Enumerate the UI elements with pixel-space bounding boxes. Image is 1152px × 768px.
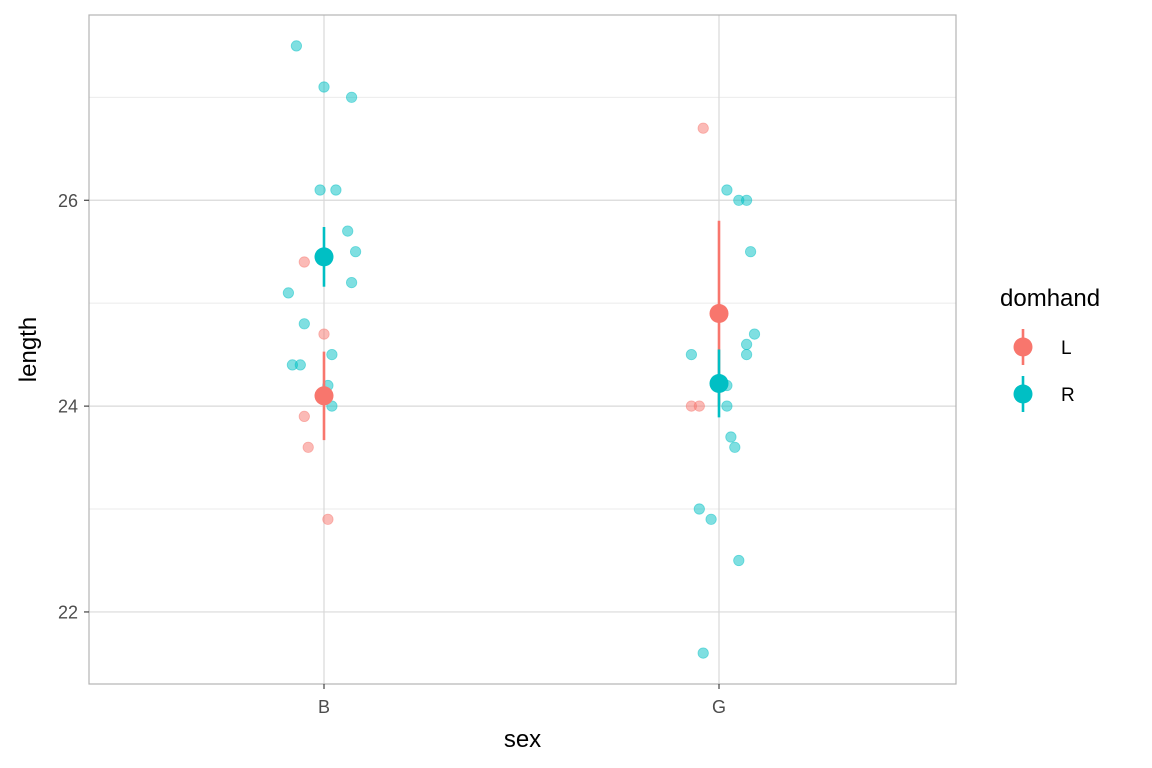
- y-axis-title: length: [15, 317, 42, 382]
- x-tick-label: B: [318, 697, 330, 717]
- data-point-R: [685, 348, 698, 361]
- data-point-R: [744, 246, 757, 258]
- data-point-L: [693, 400, 705, 412]
- data-point-R: [345, 276, 358, 289]
- data-point-R: [740, 194, 753, 206]
- data-point-L: [298, 410, 310, 422]
- mean-point-R: [314, 247, 334, 267]
- panel-border: [88, 14, 957, 685]
- x-axis-title: sex: [504, 726, 541, 753]
- data-point-R: [314, 184, 326, 196]
- data-point-R: [298, 318, 310, 330]
- data-point-R: [345, 91, 358, 103]
- x-tick-label: G: [712, 697, 726, 717]
- data-point-R: [693, 503, 705, 515]
- data-point-L: [302, 441, 314, 453]
- data-point-R: [721, 184, 733, 196]
- y-axis: 22 24 26: [58, 191, 89, 622]
- data-point-R: [697, 647, 709, 659]
- data-points: [282, 40, 761, 659]
- data-point-R: [721, 400, 733, 412]
- y-tick-label: 26: [58, 191, 78, 211]
- legend-label: R: [1061, 385, 1075, 406]
- data-point-R: [740, 348, 753, 361]
- mean-point-R: [709, 374, 729, 393]
- data-point-R: [748, 328, 761, 340]
- grid-major: [89, 15, 956, 684]
- grid-minor: [89, 96, 956, 510]
- data-point-R: [725, 431, 737, 443]
- data-point-R: [733, 554, 745, 567]
- data-point-R: [330, 184, 342, 196]
- data-point-R: [705, 513, 717, 525]
- data-point-R: [342, 225, 354, 237]
- data-point-R: [326, 348, 338, 361]
- data-point-R: [294, 359, 306, 371]
- legend-key-point: [1013, 384, 1033, 404]
- legend-label: L: [1061, 338, 1072, 359]
- legend-title: domhand: [1000, 285, 1100, 312]
- y-tick-label: 24: [58, 397, 78, 417]
- legend-key-point: [1013, 337, 1033, 357]
- data-point-R: [740, 338, 753, 350]
- data-point-L: [318, 328, 330, 340]
- data-point-R: [349, 246, 362, 258]
- data-point-L: [322, 513, 334, 525]
- summary-marks: [314, 220, 729, 441]
- data-point-R: [318, 81, 330, 93]
- data-point-L: [298, 256, 310, 268]
- legend: domhand L R: [1000, 285, 1100, 412]
- data-point-R: [729, 441, 741, 453]
- data-point-R: [290, 40, 302, 52]
- data-point-L: [697, 122, 709, 134]
- mean-point-L: [314, 386, 334, 406]
- y-tick-label: 22: [58, 602, 78, 622]
- mean-point-L: [709, 304, 729, 323]
- data-point-R: [282, 287, 294, 299]
